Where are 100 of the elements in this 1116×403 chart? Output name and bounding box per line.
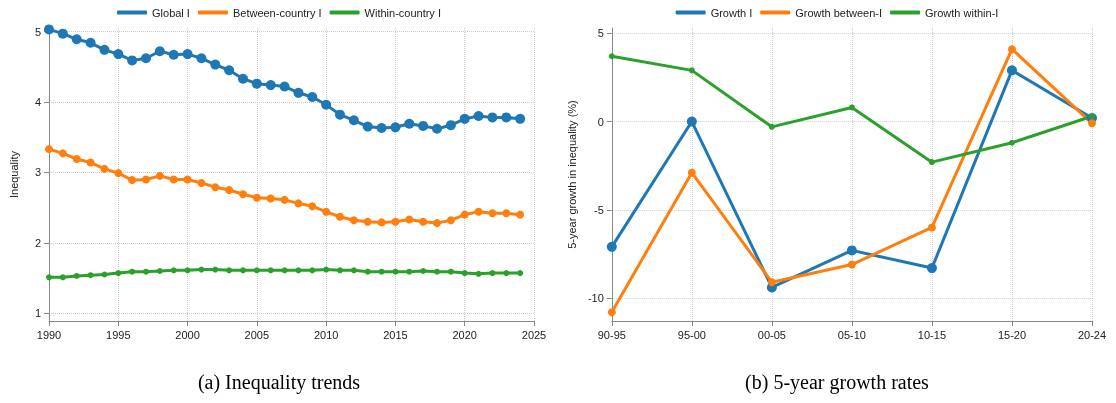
point [405,215,414,224]
legend-label: Within-country I [364,6,441,19]
point [240,267,246,274]
x-tick-label: 2010 [313,328,339,341]
point [323,266,330,273]
point [182,49,193,60]
y-tick-label: 3 [34,166,41,179]
point [113,49,124,60]
point [142,175,150,184]
point [928,159,935,166]
point [46,274,52,281]
point [337,267,343,274]
point [1006,65,1017,76]
point [350,267,357,274]
point [1007,45,1016,54]
point [767,278,776,287]
point [362,121,373,132]
legend-label: Growth within-I [925,6,999,19]
point [433,219,441,228]
point [474,207,483,216]
point [418,120,429,131]
point [686,116,697,127]
point [475,270,482,277]
point [363,217,372,226]
point [376,123,387,134]
point [251,78,262,89]
point [489,270,496,277]
point [926,263,937,274]
point [420,267,427,274]
point [59,274,66,281]
point [184,267,191,274]
point [115,270,122,277]
point [503,270,510,277]
point [71,34,82,45]
point [279,81,290,92]
point [391,217,400,226]
point [295,267,302,274]
point [226,267,233,274]
point [1008,139,1015,146]
x-tick-label: 2020 [452,328,477,341]
point [607,308,616,317]
point [473,111,484,122]
point [154,46,165,57]
point [348,115,359,126]
point [377,218,386,227]
point [73,272,80,279]
point [281,267,288,274]
point [225,186,234,194]
point [335,109,345,120]
point [515,113,526,124]
point [114,169,123,178]
point [502,209,511,218]
point [294,199,303,208]
point [156,267,163,274]
point [280,195,289,204]
point [170,267,177,274]
legend-label: Between-country I [232,6,322,19]
point [308,202,317,211]
text: (b) 5-year growth rates [745,371,930,394]
point [927,223,936,232]
point [768,123,775,130]
x-tick-label: 2000 [175,328,200,341]
point [349,216,358,225]
point [1088,119,1096,128]
point [86,158,95,167]
point [128,176,137,185]
point [224,65,235,76]
point [129,268,136,275]
x-tick-label: 15-20 [997,328,1027,341]
point [87,272,94,279]
point [404,118,415,129]
point [210,59,221,70]
point [516,210,525,219]
y-axis-title: Inequality [7,150,20,199]
point [169,175,178,184]
x-tick-label: 1990 [36,328,62,341]
point [406,268,413,275]
point [266,194,275,203]
y-tick-label: 5 [597,27,604,40]
point [688,67,695,74]
point [253,267,260,274]
point [72,155,81,163]
point [364,268,371,275]
y-tick-label: -5 [594,203,604,216]
x-tick-label: 2005 [244,328,270,341]
point [336,212,344,221]
point [446,216,455,225]
legend-label: Global I [152,6,190,19]
y-tick-label: 4 [34,95,41,108]
point [307,92,318,103]
x-tick-label: 95-00 [677,328,706,341]
point [488,209,497,218]
point [267,267,274,274]
point [99,44,110,55]
y-axis-title: 5-year growth in inequality (%) [565,100,578,249]
x-tick-label: 10-15 [917,328,946,341]
point [252,193,261,202]
legend-label: Growth between-I [795,6,883,19]
point [265,80,276,91]
point [322,207,331,216]
